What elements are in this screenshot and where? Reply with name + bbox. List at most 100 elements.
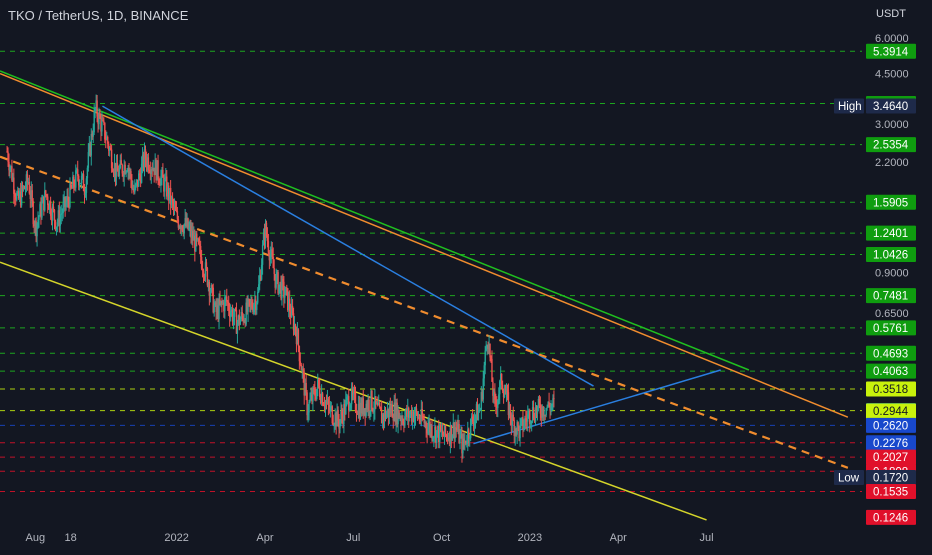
candle-body bbox=[269, 254, 272, 261]
candle-body bbox=[73, 176, 75, 187]
candle-body bbox=[424, 422, 426, 424]
candle-body bbox=[104, 122, 106, 140]
price-label-bg bbox=[866, 225, 916, 241]
candle-body bbox=[138, 173, 141, 175]
candle-body bbox=[6, 151, 8, 153]
candle-body bbox=[430, 425, 432, 433]
candle-body bbox=[510, 418, 513, 425]
candle-body bbox=[348, 396, 350, 411]
candle-body bbox=[217, 305, 219, 320]
candle-body bbox=[535, 408, 538, 414]
candle-body bbox=[103, 120, 105, 123]
candle-body bbox=[198, 244, 201, 246]
candle-body bbox=[231, 309, 234, 322]
candle-body bbox=[453, 422, 455, 439]
candle-body bbox=[377, 402, 379, 406]
candle-body bbox=[25, 174, 28, 188]
candle-body bbox=[83, 190, 86, 196]
candle-body bbox=[480, 392, 483, 410]
candle-body bbox=[101, 120, 103, 132]
candle-body bbox=[515, 428, 517, 435]
candle-body bbox=[392, 417, 394, 421]
candle-body bbox=[198, 238, 200, 245]
price-label: 0.1720 bbox=[873, 472, 908, 484]
candle-body bbox=[272, 256, 274, 269]
candle-body bbox=[37, 219, 39, 224]
candle-body bbox=[335, 413, 337, 427]
candle-body bbox=[512, 414, 514, 421]
candle-body bbox=[246, 302, 248, 312]
price-label-bg bbox=[866, 98, 916, 114]
price-label: 0.1535 bbox=[873, 487, 908, 499]
candle-body bbox=[116, 162, 119, 172]
candle-body bbox=[199, 245, 202, 257]
candle-body bbox=[443, 425, 446, 437]
candle-body bbox=[242, 315, 244, 322]
candle-body bbox=[148, 169, 151, 171]
candle-body bbox=[382, 414, 385, 421]
candle-body bbox=[369, 411, 371, 413]
candle-body bbox=[207, 281, 210, 286]
candle-body bbox=[479, 409, 482, 411]
candle-body bbox=[277, 272, 279, 294]
candle-body bbox=[196, 233, 198, 240]
candle-body bbox=[58, 210, 61, 226]
candle-body bbox=[158, 178, 160, 184]
candle-body bbox=[140, 163, 143, 183]
candle-body bbox=[355, 410, 358, 414]
candle-body bbox=[305, 382, 307, 393]
candle-body bbox=[432, 437, 434, 439]
candle-body bbox=[76, 169, 78, 171]
candle-body bbox=[468, 429, 470, 439]
candle-body bbox=[320, 393, 323, 404]
candle-body bbox=[346, 397, 348, 401]
candle-body bbox=[364, 408, 366, 416]
candle-body bbox=[257, 292, 259, 303]
candle-body bbox=[201, 268, 204, 271]
candle-body bbox=[286, 287, 288, 289]
candle-body bbox=[118, 168, 121, 177]
candle-body bbox=[248, 299, 250, 301]
candle-body bbox=[410, 411, 413, 422]
candle-body bbox=[117, 171, 120, 177]
candle-body bbox=[252, 307, 254, 312]
x-tick-label: Jul bbox=[346, 532, 360, 544]
candle-body bbox=[172, 201, 175, 208]
candle-body bbox=[273, 268, 275, 274]
candle-body bbox=[91, 133, 93, 137]
candle-body bbox=[239, 319, 242, 325]
candle-body bbox=[206, 268, 209, 286]
candle-body bbox=[141, 154, 144, 164]
candle-body bbox=[385, 413, 388, 419]
candle-body bbox=[296, 329, 299, 344]
candle-body bbox=[92, 132, 94, 137]
candle-body bbox=[213, 305, 215, 313]
price-label-bg bbox=[866, 449, 916, 465]
candle-body bbox=[171, 197, 174, 202]
candle-body bbox=[324, 401, 327, 408]
candle-body bbox=[47, 205, 50, 210]
candle-body bbox=[197, 238, 199, 240]
candle-body bbox=[156, 160, 158, 181]
candle-body bbox=[109, 148, 112, 150]
candle-body bbox=[360, 402, 363, 414]
candle-body bbox=[328, 405, 331, 411]
candle-body bbox=[57, 210, 60, 223]
candle-body bbox=[225, 296, 227, 298]
candle-body bbox=[384, 410, 387, 419]
candle-body bbox=[433, 436, 435, 438]
candle-body bbox=[541, 406, 544, 418]
candle-body bbox=[428, 421, 430, 427]
candle-body bbox=[493, 391, 495, 396]
candle-body bbox=[450, 425, 453, 441]
candle-body bbox=[146, 157, 149, 166]
candle-body bbox=[456, 427, 458, 431]
candle-body bbox=[497, 400, 499, 409]
candle-body bbox=[299, 361, 302, 365]
candle-body bbox=[363, 408, 365, 415]
candle-body bbox=[174, 206, 177, 211]
candle-body bbox=[74, 186, 76, 188]
candle-body bbox=[527, 414, 529, 422]
